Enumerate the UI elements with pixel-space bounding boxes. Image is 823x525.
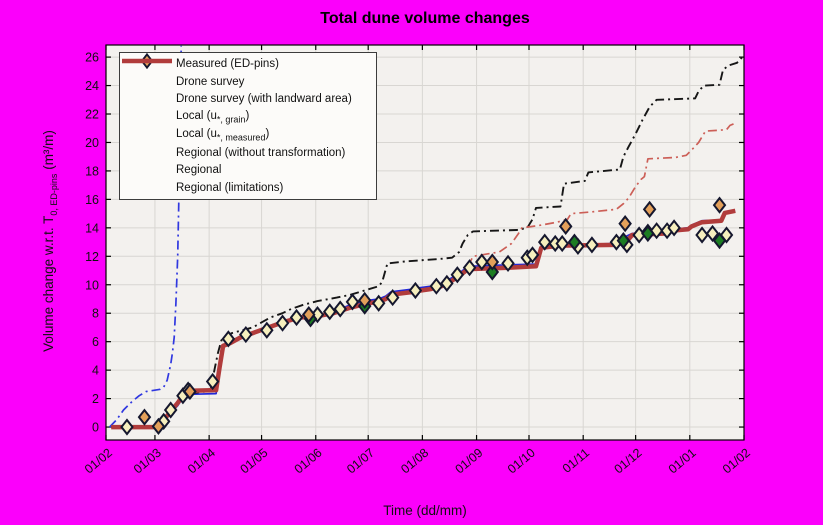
y-tick-label: 8 [92, 307, 99, 321]
x-tick-label: 01/02 [82, 446, 115, 477]
legend-item-drone-survey-with-landward-area: Drone survey (with landward area) [120, 53, 376, 107]
marker-measured-ed-pins [239, 325, 253, 344]
marker-measured-ed-pins [555, 234, 569, 253]
legend-item-label: Drone survey (with landward area) [176, 93, 352, 106]
marker-drone-survey [567, 233, 582, 251]
y-tick-label: 2 [92, 392, 99, 406]
marker-drone-survey-with-landward-area [618, 214, 632, 233]
y-tick-label: 0 [92, 421, 99, 435]
y-tick-label: 22 [85, 108, 99, 122]
legend-item-label: Regional (limitations) [176, 182, 284, 195]
marker-drone-survey-with-landward-area [642, 200, 657, 218]
y-tick-label: 24 [85, 79, 99, 93]
marker-measured-ed-pins [205, 372, 220, 391]
y-tick-label: 12 [85, 250, 99, 264]
marker-measured-ed-pins [289, 308, 304, 327]
marker-measured-ed-pins [120, 418, 134, 436]
marker-drone-survey-with-landward-area [183, 382, 197, 401]
x-axis-label: Time (dd/mm) [383, 503, 467, 518]
marker-drone-survey [712, 232, 727, 250]
marker-measured-ed-pins [333, 300, 347, 318]
legend-item-label: Regional [176, 164, 222, 177]
legend-item-local-u-measured: Local (u*, measured) [120, 60, 376, 143]
axes-box [105, 44, 745, 441]
marker-measured-ed-pins [221, 330, 236, 348]
x-tick-label: 01/03 [131, 446, 164, 477]
marker-drone-survey-with-landward-area [151, 417, 166, 435]
x-tick-label: 01/09 [453, 446, 486, 477]
marker-drone-survey [641, 224, 655, 243]
legend-item-label: Regional (without transformation) [176, 146, 346, 159]
legend-item-regional: Regional [120, 60, 376, 178]
marker-drone-survey-with-landward-area [485, 253, 500, 271]
legend-item-label: Measured (ED-pins) [176, 57, 279, 70]
marker-measured-ed-pins [275, 314, 290, 332]
marker-measured-ed-pins [667, 219, 681, 237]
y-tick-label: 6 [92, 335, 99, 349]
marker-measured-ed-pins [501, 254, 515, 273]
x-tick-label: 01/08 [398, 446, 431, 477]
y-tick-label: 14 [85, 221, 99, 235]
marker-drone-survey-with-landward-area [712, 196, 727, 214]
marker-measured-ed-pins [585, 236, 599, 254]
marker-drone-survey-with-landward-area [357, 291, 372, 310]
legend-item-regional-without-transformation: Regional (without transformation) [120, 60, 376, 161]
legend-item-local-u-grain: Local (u*, grain) [120, 60, 376, 125]
marker-drone-survey [616, 232, 631, 250]
marker-drone-survey-with-landward-area [558, 217, 573, 236]
x-tick-label: 01/12 [612, 446, 645, 477]
marker-measured-ed-pins [163, 401, 178, 419]
marker-measured-ed-pins [695, 226, 709, 244]
marker-measured-ed-pins [322, 303, 337, 321]
marker-measured-ed-pins [260, 321, 274, 339]
x-tick-label: 01/11 [560, 446, 592, 476]
legend-item-drone-survey: Drone survey [120, 53, 376, 90]
marker-measured-ed-pins [429, 277, 444, 295]
marker-measured-ed-pins [156, 412, 171, 430]
legend-item-label: Drone survey [176, 75, 245, 88]
x-tick-label: 01/01 [666, 446, 699, 477]
marker-measured-ed-pins [450, 266, 465, 284]
x-tick-label: 01/07 [344, 446, 377, 477]
marker-drone-survey-with-landward-area [137, 408, 152, 426]
x-tick-label: 01/02 [720, 446, 753, 477]
marker-measured-ed-pins [408, 281, 423, 300]
legend: Measured (ED-pins) Drone survey Drone surv… [119, 52, 377, 200]
y-tick-label: 18 [85, 164, 99, 178]
marker-measured-ed-pins [705, 224, 720, 243]
y-tick-label: 16 [85, 193, 99, 207]
marker-measured-ed-pins [345, 293, 360, 311]
y-tick-label: 26 [85, 51, 99, 65]
x-tick-label: 01/06 [292, 446, 325, 477]
marker-measured-ed-pins [310, 306, 325, 324]
x-tick-label: 01/05 [238, 446, 271, 477]
marker-measured-ed-pins [462, 259, 477, 277]
marker-measured-ed-pins [525, 246, 540, 264]
x-tick-label: 01/04 [185, 446, 218, 477]
y-axis-label: Volume change w.r.t. T0, ED-pins (m³/m) [41, 130, 59, 352]
marker-measured-ed-pins [371, 294, 386, 312]
marker-measured-ed-pins [385, 288, 400, 307]
y-tick-label: 20 [85, 136, 99, 150]
marker-drone-survey [485, 263, 500, 281]
chart-title: Total dune volume changes [320, 10, 530, 27]
legend-item-label: Local (u*, measured) [176, 127, 270, 143]
marker-measured-ed-pins [475, 253, 489, 271]
y-tick-label: 10 [85, 278, 99, 292]
legend-item-label: Local (u*, grain) [176, 109, 250, 125]
series-line-regional [467, 121, 738, 267]
marker-measured-ed-pins [537, 233, 552, 251]
x-tick-label: 01/10 [505, 446, 538, 477]
marker-measured-ed-pins [440, 274, 454, 292]
legend-item-regional-limitations: Regional (limitations) [120, 58, 376, 196]
y-tick-label: 4 [92, 364, 99, 378]
series-line-local-u-measured [108, 45, 183, 428]
marker-drone-survey-with-landward-area [301, 306, 316, 324]
